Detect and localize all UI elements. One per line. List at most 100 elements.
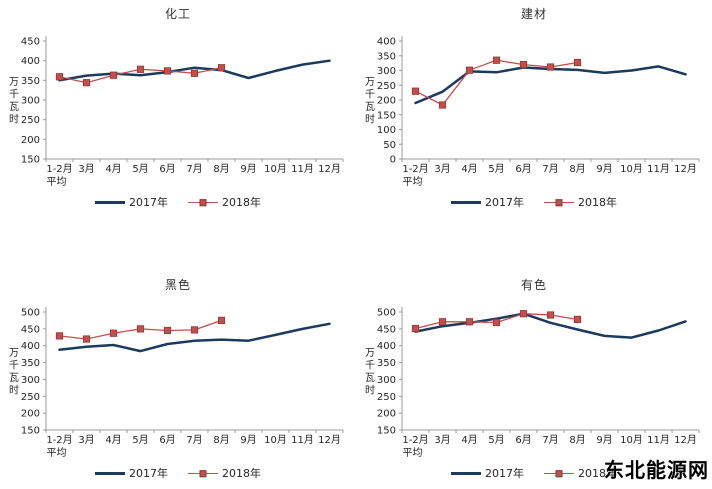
y-axis-title-char: 瓦 <box>9 102 19 113</box>
chart-title-jiancai: 建材 <box>520 7 547 21</box>
x-tick-label: 7月 <box>542 163 558 175</box>
x-tick-label: 1-2月 <box>402 163 428 175</box>
y-axis-title-char: 时 <box>365 384 375 396</box>
data-point-marker <box>519 310 528 318</box>
series-line <box>414 312 687 339</box>
x-tick-label: 6月 <box>159 434 175 446</box>
x-tick-label: 3月 <box>78 434 94 446</box>
x-tick-label-line2: 平均 <box>403 447 423 459</box>
data-point-marker <box>546 63 555 71</box>
x-tick-label: 4月 <box>105 163 121 175</box>
y-tick-label: 350 <box>21 76 40 87</box>
x-tick-label: 3月 <box>434 434 450 446</box>
x-tick-label: 12月 <box>674 434 697 446</box>
watermark-dongbei-nengyuan-wang: 东北能源网 <box>604 458 709 482</box>
data-point-marker <box>136 325 145 333</box>
x-tick-label: 7月 <box>186 434 202 446</box>
y-tick-label: 400 <box>377 341 396 352</box>
data-point-marker <box>217 64 226 72</box>
y-tick-label: 150 <box>377 110 396 121</box>
legend-item-2017: 2017年 <box>451 465 524 481</box>
x-tick-label: 5月 <box>488 163 504 175</box>
y-tick-label: 250 <box>377 392 396 403</box>
y-tick-label: 200 <box>377 96 396 107</box>
legend-label-2018: 2018年 <box>222 196 261 209</box>
data-point-marker <box>519 61 528 69</box>
x-tick-label-line2: 平均 <box>403 176 423 188</box>
data-point-marker <box>109 71 118 79</box>
legend-line-sample-2018 <box>544 469 574 477</box>
legend-line-sample-2018 <box>188 198 218 206</box>
legend-line-sample-2017 <box>95 200 125 204</box>
x-tick-label: 3月 <box>78 163 94 175</box>
x-tick-label: 8月 <box>213 163 229 175</box>
y-tick-label: 400 <box>21 341 40 352</box>
legend-item-2017: 2017年 <box>451 194 524 210</box>
data-point-marker <box>438 101 447 109</box>
data-point-marker <box>573 58 582 67</box>
x-tick-label: 7月 <box>186 163 202 175</box>
chart-plot-heise: 500 450 400 350 300 250 200 150 1-2月 3月 4月 5月 6月 7月 8月… <box>9 307 344 459</box>
y-tick-label: 500 <box>21 308 40 319</box>
y-tick-label: 0 <box>390 155 396 166</box>
data-point-marker <box>411 87 420 95</box>
chart-title-huagong: 化工 <box>164 7 191 21</box>
chart-jiancai: 建材 400 350 300 250 200 150 100 50 0 1-2月 3月 4月 5月 6月 7… <box>356 0 712 252</box>
legend-square-marker-2018 <box>199 469 207 477</box>
x-tick-label: 12月 <box>318 434 341 446</box>
axes <box>399 36 700 162</box>
y-tick-label: 200 <box>21 135 40 146</box>
y-tick-label: 150 <box>21 426 40 437</box>
y-tick-label: 300 <box>377 66 396 77</box>
legend-square-marker-2018 <box>555 469 563 477</box>
legend-item-2017: 2017年 <box>95 194 168 210</box>
y-axis-tick-labels: 500 450 400 350 300 250 200 150 <box>377 308 396 437</box>
data-point-marker <box>55 332 64 340</box>
data-point-marker <box>190 69 199 77</box>
x-tick-label: 4月 <box>105 434 121 446</box>
x-tick-label: 6月 <box>515 434 531 446</box>
data-point-marker <box>136 65 145 73</box>
legend-line-sample-2017 <box>451 471 481 475</box>
y-tick-label: 450 <box>21 324 40 335</box>
x-tick-label: 10月 <box>620 163 643 175</box>
legend-label-2017: 2017年 <box>129 196 168 209</box>
y-axis-title-char: 千 <box>9 88 19 100</box>
y-tick-label: 350 <box>377 358 396 369</box>
y-tick-label: 400 <box>21 56 40 67</box>
data-point-marker <box>190 326 199 334</box>
x-tick-label: 5月 <box>132 434 148 446</box>
y-axis-title-char: 时 <box>9 113 19 125</box>
x-tick-label: 1-2月 <box>402 434 428 446</box>
y-tick-label: 300 <box>377 375 396 386</box>
data-point-marker <box>492 56 501 64</box>
x-tick-label: 5月 <box>132 163 148 175</box>
legend-item-2018: 2018年 <box>544 194 617 210</box>
data-point-marker <box>217 316 226 325</box>
series-2018年 <box>55 64 226 87</box>
x-tick-label: 4月 <box>461 163 477 175</box>
y-tick-label: 100 <box>377 125 396 136</box>
x-tick-label: 6月 <box>515 163 531 175</box>
series-2017年 <box>414 312 687 339</box>
x-tick-label: 3月 <box>434 163 450 175</box>
y-axis-title-char: 万 <box>365 77 375 88</box>
y-tick-label: 400 <box>377 37 396 48</box>
axes <box>43 36 344 162</box>
legend-item-2018: 2018年 <box>188 194 261 210</box>
legend-label-2018: 2018年 <box>222 467 261 480</box>
series-line <box>414 65 687 105</box>
y-tick-label: 350 <box>21 358 40 369</box>
x-tick-label: 1-2月 <box>46 163 72 175</box>
y-tick-label: 250 <box>21 392 40 403</box>
x-tick-label: 5月 <box>488 434 504 446</box>
legend-line-sample-2017 <box>451 200 481 204</box>
series-2017年 <box>58 322 331 353</box>
